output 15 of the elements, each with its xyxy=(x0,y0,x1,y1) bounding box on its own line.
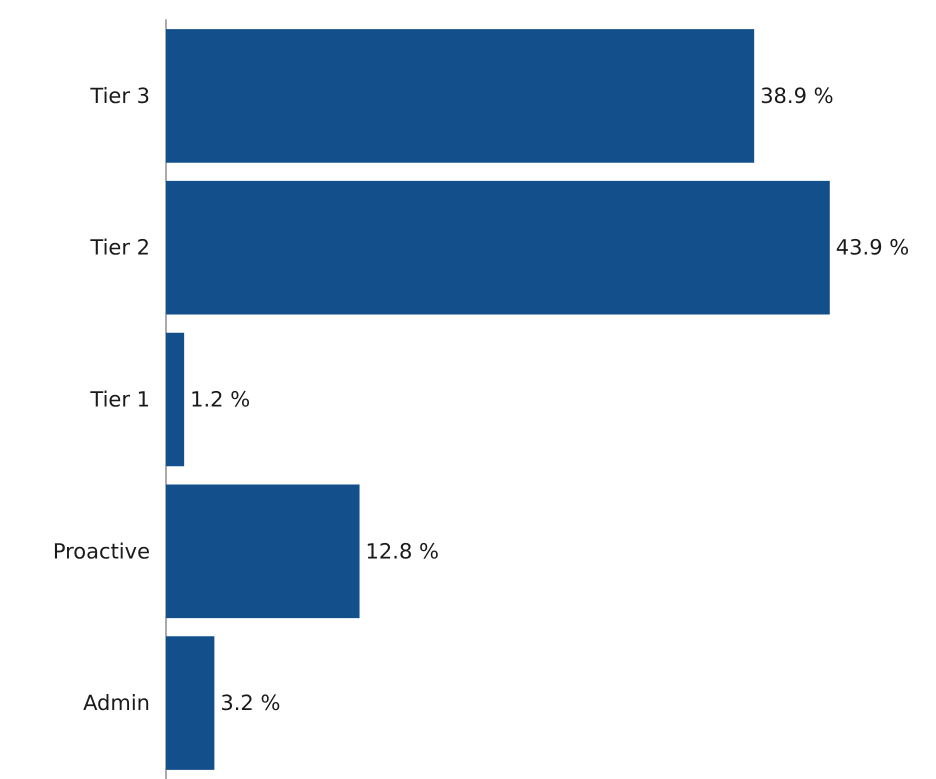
bar xyxy=(166,332,184,466)
data-label: 1.2 % xyxy=(190,388,250,412)
y-tick-label: Tier 1 xyxy=(89,388,150,412)
y-tick-label: Proactive xyxy=(52,539,150,564)
y-tick-label: Admin xyxy=(83,691,150,716)
data-label: 38.9 % xyxy=(760,84,834,108)
data-label: 12.8 % xyxy=(366,539,439,564)
bar xyxy=(166,636,214,770)
y-tick-label: Tier 2 xyxy=(89,236,150,260)
bar xyxy=(166,29,754,163)
y-tick-label: Tier 3 xyxy=(89,84,150,108)
data-label: 3.2 % xyxy=(220,691,280,716)
bar xyxy=(166,484,360,618)
data-label: 43.9 % xyxy=(836,236,910,260)
bar xyxy=(166,180,830,314)
